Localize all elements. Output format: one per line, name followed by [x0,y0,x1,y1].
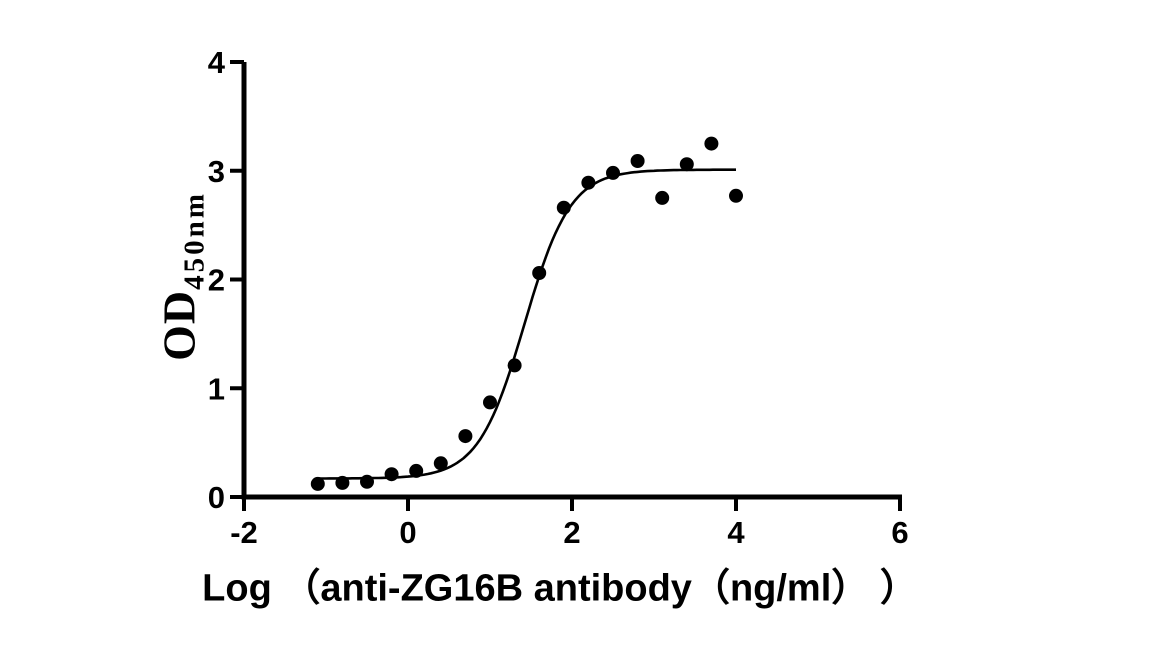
x-tick-label: 2 [563,515,580,550]
x-tick-label: 4 [727,515,745,550]
x-tick-label: 0 [399,515,416,550]
data-point [630,154,645,168]
x-tick-label: 6 [891,515,908,550]
data-point [556,200,571,215]
data-point [655,190,670,205]
data-point [679,157,694,172]
y-axis-title-subscript: 450nm [178,191,211,290]
y-axis-title-text: OD [153,289,205,361]
data-point [335,475,350,490]
y-axis-title: OD450nm [153,191,212,361]
data-point [483,395,497,410]
data-point [433,456,448,471]
data-point [704,136,719,151]
data-point [581,175,596,190]
data-point [532,266,547,280]
y-tick-label: 0 [208,480,225,515]
y-tick-label: 1 [208,371,225,406]
x-tick-label: -2 [230,515,258,550]
data-point [606,165,620,180]
data-point [458,429,473,444]
y-tick-label: 3 [208,154,225,189]
y-tick-label: 2 [208,263,225,298]
data-point [409,463,424,478]
data-point [310,476,325,491]
data-point [507,358,522,373]
data-point [384,467,399,482]
data-point [360,474,374,489]
data-point [729,188,743,203]
x-axis-title: Log （anti-ZG16B antibody（ng/ml） ） [202,567,918,610]
fit-curve [316,168,736,480]
y-tick-label: 4 [208,45,226,80]
